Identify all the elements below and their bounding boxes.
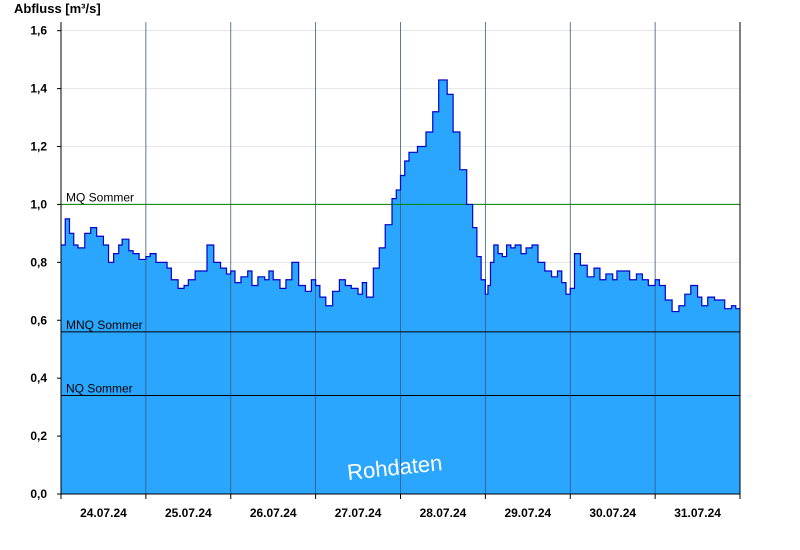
- y-axis-label: Abfluss [m³/s]: [14, 1, 101, 16]
- y-tick-label: 0,4: [30, 371, 47, 385]
- x-ticks: 24.07.24 25.07.24 26.07.24 27.07.24 28.07.24…: [60, 494, 741, 520]
- x-tick-label: 24.07.24: [80, 506, 127, 520]
- x-tick-label: 25.07.24: [165, 506, 212, 520]
- y-tick-label: 0,0: [30, 487, 47, 501]
- x-tick-label: 30.07.24: [589, 506, 636, 520]
- y-tick-label: 0,2: [30, 429, 47, 443]
- reference-line-label: NQ Sommer: [66, 382, 133, 396]
- y-tick-label: 1,6: [30, 24, 47, 38]
- x-tick-label: 31.07.24: [674, 506, 721, 520]
- reference-line-label: MQ Sommer: [66, 190, 134, 204]
- y-tick-label: 1,0: [30, 197, 47, 211]
- y-tick-label: 1,4: [30, 82, 47, 96]
- day-separators: [145, 22, 656, 494]
- y-tick-label: 0,6: [30, 313, 47, 327]
- y-tick-label: 0,8: [30, 255, 47, 269]
- reference-line-label: MNQ Sommer: [66, 318, 143, 332]
- discharge-line: [61, 79, 740, 313]
- y-ticks: 0,0 0,2 0,4 0,6 0,8 1,0 1,2 1,4 1,6: [30, 24, 61, 501]
- x-tick-label: 29.07.24: [504, 506, 551, 520]
- x-tick-label: 27.07.24: [335, 506, 382, 520]
- x-tick-label: 26.07.24: [250, 506, 297, 520]
- reference-lines: MQ Sommer MNQ Sommer NQ Sommer: [61, 190, 740, 397]
- y-tick-label: 1,2: [30, 140, 47, 154]
- x-tick-label: 28.07.24: [420, 506, 467, 520]
